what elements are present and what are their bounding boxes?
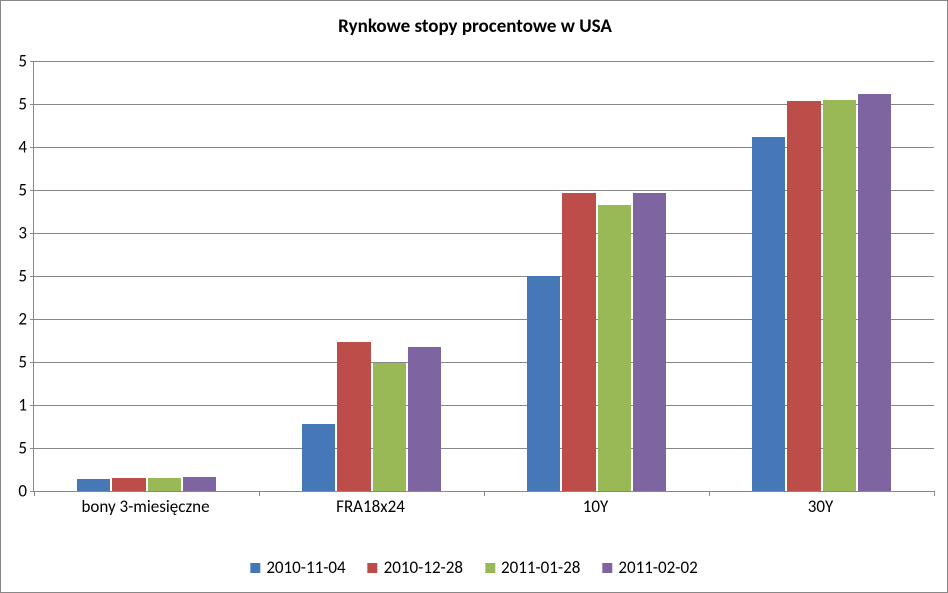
bar xyxy=(562,193,595,491)
legend-swatch xyxy=(485,563,495,573)
bar xyxy=(77,479,110,491)
bar xyxy=(752,137,785,491)
bar xyxy=(787,101,820,491)
legend-item: 2011-02-02 xyxy=(602,557,697,578)
y-axis-tick xyxy=(30,233,34,234)
bar xyxy=(823,100,856,491)
y-axis-label: 5 xyxy=(0,180,27,201)
y-axis-tick xyxy=(30,190,34,191)
bar xyxy=(112,478,145,491)
y-axis-tick xyxy=(30,319,34,320)
y-axis-label: 0 xyxy=(0,481,27,502)
y-axis-tick xyxy=(30,61,34,62)
y-axis-label: 5 xyxy=(0,438,27,459)
y-axis-label: 3 xyxy=(0,223,27,244)
bar xyxy=(527,276,560,491)
y-axis-tick xyxy=(30,147,34,148)
bar xyxy=(598,205,631,491)
chart-title: Rynkowe stopy procentowe w USA xyxy=(1,15,948,38)
x-axis-label: FRA18x24 xyxy=(336,496,405,517)
y-axis-label: 4 xyxy=(0,137,27,158)
bar xyxy=(858,94,891,491)
y-axis-label: 1 xyxy=(0,395,27,416)
bar xyxy=(373,363,406,491)
x-axis-tick xyxy=(934,491,935,496)
y-axis-tick xyxy=(30,276,34,277)
legend-label: 2011-01-28 xyxy=(501,557,580,578)
legend-swatch xyxy=(250,563,260,573)
plot-area xyxy=(33,61,934,492)
bar xyxy=(633,193,666,491)
legend-label: 2010-11-04 xyxy=(266,557,345,578)
y-axis-tick xyxy=(30,405,34,406)
y-axis-label: 5 xyxy=(0,51,27,72)
bar xyxy=(337,342,370,491)
x-axis-label: 10Y xyxy=(583,496,609,517)
legend-swatch xyxy=(368,563,378,573)
y-axis-label: 5 xyxy=(0,94,27,115)
legend-swatch xyxy=(602,563,612,573)
x-axis-tick xyxy=(259,491,260,496)
gridline xyxy=(34,61,934,62)
chart-frame: Rynkowe stopy procentowe w USA 2010-11-0… xyxy=(0,0,948,593)
legend: 2010-11-04 2010-12-28 2011-01-28 2011-02-02 xyxy=(250,557,697,578)
y-axis-label: 2 xyxy=(0,309,27,330)
legend-item: 2010-12-28 xyxy=(368,557,463,578)
bar xyxy=(148,478,181,491)
y-axis-tick xyxy=(30,448,34,449)
bar xyxy=(408,347,441,491)
x-axis-tick xyxy=(709,491,710,496)
y-axis-label: 5 xyxy=(0,266,27,287)
y-axis-tick xyxy=(30,362,34,363)
bar xyxy=(183,477,216,491)
x-axis-label: bony 3-miesięczne xyxy=(81,496,209,517)
x-axis-label: 30Y xyxy=(808,496,834,517)
y-axis-label: 5 xyxy=(0,352,27,373)
legend-item: 2011-01-28 xyxy=(485,557,580,578)
bar xyxy=(302,424,335,491)
legend-item: 2010-11-04 xyxy=(250,557,345,578)
x-axis-tick xyxy=(484,491,485,496)
legend-label: 2010-12-28 xyxy=(384,557,463,578)
y-axis-tick xyxy=(30,104,34,105)
x-axis-tick xyxy=(34,491,35,496)
legend-label: 2011-02-02 xyxy=(618,557,697,578)
